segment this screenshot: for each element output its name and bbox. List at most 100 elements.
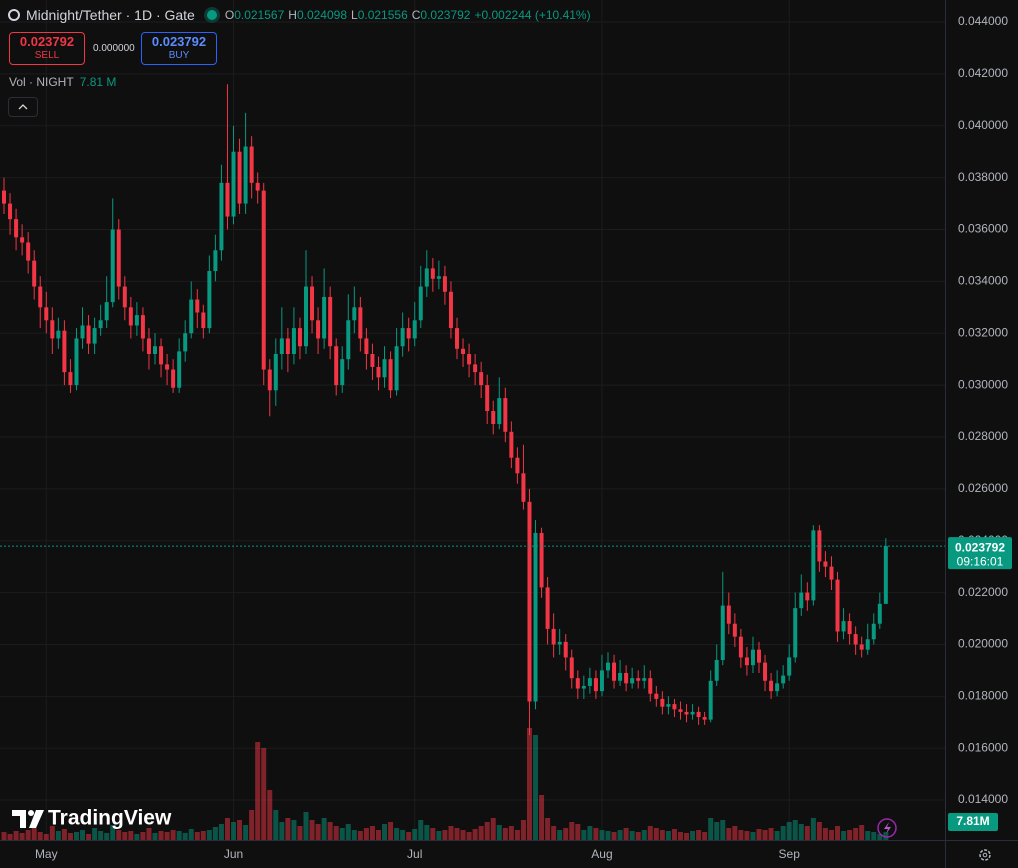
- candle-body: [612, 662, 617, 681]
- volume-bar: [533, 735, 539, 840]
- volume-bar: [744, 831, 750, 840]
- volume-bar: [750, 832, 756, 840]
- candle-body: [461, 348, 466, 354]
- lightning-ring: [877, 818, 897, 838]
- volume-bar: [351, 830, 357, 840]
- volume-bar: [73, 832, 79, 840]
- volume-bar: [581, 830, 587, 840]
- volume-bar: [738, 830, 744, 840]
- volume-bar: [617, 830, 623, 840]
- candle-body: [243, 146, 248, 204]
- candle-body: [86, 325, 91, 344]
- volume-bar: [611, 832, 617, 840]
- candle-body: [2, 190, 6, 204]
- volume-bar: [798, 824, 804, 840]
- candle-body: [122, 286, 127, 308]
- candle-body: [660, 698, 665, 707]
- candle-body: [763, 662, 768, 681]
- volume-bar: [333, 826, 339, 840]
- volume-badge-label: 7.81M: [956, 814, 989, 828]
- volume-bar: [261, 748, 267, 840]
- candle-body: [80, 325, 85, 339]
- candle-body: [352, 307, 357, 321]
- candle-body: [412, 320, 417, 339]
- candle-body: [231, 151, 236, 217]
- volume-bar: [303, 812, 309, 840]
- candle-body: [26, 242, 31, 261]
- volume-bar: [575, 824, 581, 840]
- last-price-label: 0.023792: [955, 540, 1005, 554]
- candle-body: [346, 320, 351, 360]
- candle-body: [376, 366, 381, 378]
- volume-bar: [418, 820, 424, 840]
- candle-body: [92, 328, 97, 344]
- candle-body: [877, 603, 882, 624]
- volume-bar: [563, 828, 569, 840]
- volume-bar: [61, 829, 67, 840]
- volume-bar: [188, 829, 194, 840]
- candle-body: [165, 364, 170, 370]
- close-value: 0.023792: [420, 8, 471, 22]
- candle-body: [291, 328, 296, 354]
- candle-body: [630, 678, 635, 684]
- lightning-button[interactable]: [877, 818, 897, 838]
- candle-body: [207, 271, 212, 329]
- candle-body: [116, 229, 121, 287]
- candle-body: [237, 151, 242, 204]
- volume-bar: [460, 830, 466, 840]
- candle-body: [424, 268, 429, 287]
- volume-bar: [653, 828, 659, 840]
- volume-bar: [877, 834, 883, 840]
- candle-body: [50, 320, 55, 339]
- volume-bar: [158, 831, 164, 840]
- volume-bar: [134, 834, 140, 840]
- volume-bar: [629, 831, 635, 840]
- candle-body: [720, 605, 725, 661]
- candle-body: [273, 353, 278, 391]
- candle-body: [249, 146, 254, 183]
- candle-body: [678, 709, 683, 712]
- candle-body: [835, 579, 840, 632]
- candle-body: [467, 353, 472, 365]
- candle-body: [799, 592, 804, 609]
- collapse-button[interactable]: [8, 97, 38, 117]
- logo-slash: [29, 810, 44, 828]
- volume-bar: [780, 826, 786, 840]
- volume-bar: [13, 831, 19, 840]
- buy-label: BUY: [168, 49, 190, 61]
- volume-bar: [804, 826, 810, 840]
- volume-bar: [714, 822, 720, 840]
- volume-bar: [756, 829, 762, 840]
- close-key: C: [411, 8, 421, 22]
- candle-body: [515, 457, 520, 474]
- settings-button[interactable]: [979, 849, 991, 861]
- high-key: H: [288, 8, 297, 22]
- candle-body: [267, 369, 272, 391]
- volume-bar: [708, 818, 714, 840]
- candle-body: [757, 649, 761, 663]
- volume-bar: [472, 829, 478, 840]
- volume-bar: [726, 828, 732, 840]
- volume-bar: [557, 830, 563, 840]
- candle-body: [304, 286, 308, 347]
- candle-body: [787, 657, 792, 676]
- volume-bar: [677, 832, 683, 840]
- open-key: O: [224, 8, 235, 22]
- volume-bar: [871, 832, 877, 840]
- sell-button[interactable]: 0.023792 SELL: [9, 32, 85, 65]
- buy-button[interactable]: 0.023792 BUY: [141, 32, 217, 65]
- volume-bar: [315, 824, 321, 840]
- candle-body: [805, 592, 810, 601]
- y-tick-label: 0.036000: [958, 222, 1008, 236]
- volume-bar: [321, 818, 327, 840]
- candle-body: [636, 678, 641, 681]
- candle-body: [672, 704, 677, 710]
- candle-body: [32, 260, 37, 287]
- volume-bar: [786, 822, 792, 840]
- volume-bar: [593, 828, 599, 840]
- volume-bar: [641, 830, 647, 840]
- candle-layer: [2, 84, 888, 736]
- volume-bar: [309, 820, 315, 840]
